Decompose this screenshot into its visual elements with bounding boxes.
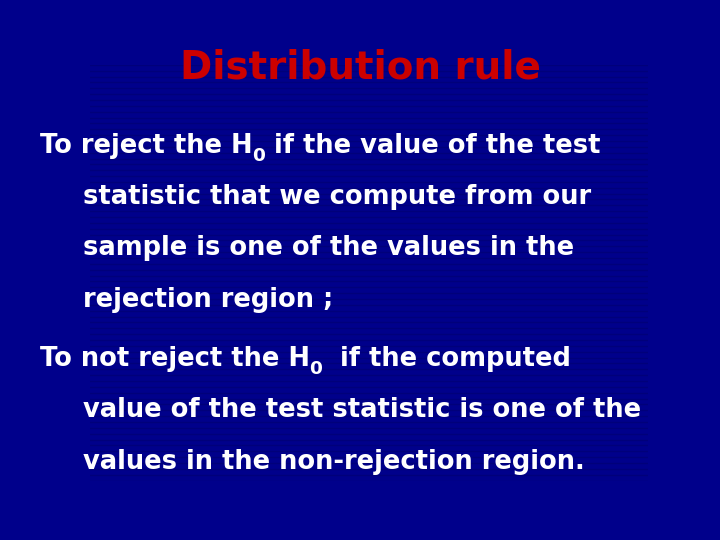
Text: if the computed: if the computed	[323, 346, 572, 372]
Text: value of the test statistic is one of the: value of the test statistic is one of th…	[83, 397, 641, 423]
Text: statistic that we compute from our: statistic that we compute from our	[83, 184, 591, 210]
Text: Distribution rule: Distribution rule	[179, 49, 541, 86]
Text: values in the non-rejection region.: values in the non-rejection region.	[83, 449, 585, 475]
Text: sample is one of the values in the: sample is one of the values in the	[83, 235, 574, 261]
Text: if the value of the test: if the value of the test	[265, 133, 600, 159]
Text: To not reject the H: To not reject the H	[40, 346, 310, 372]
Text: 0: 0	[252, 146, 265, 165]
Text: To reject the H: To reject the H	[40, 133, 252, 159]
Text: 0: 0	[310, 360, 323, 378]
Text: rejection region ;: rejection region ;	[83, 287, 333, 313]
